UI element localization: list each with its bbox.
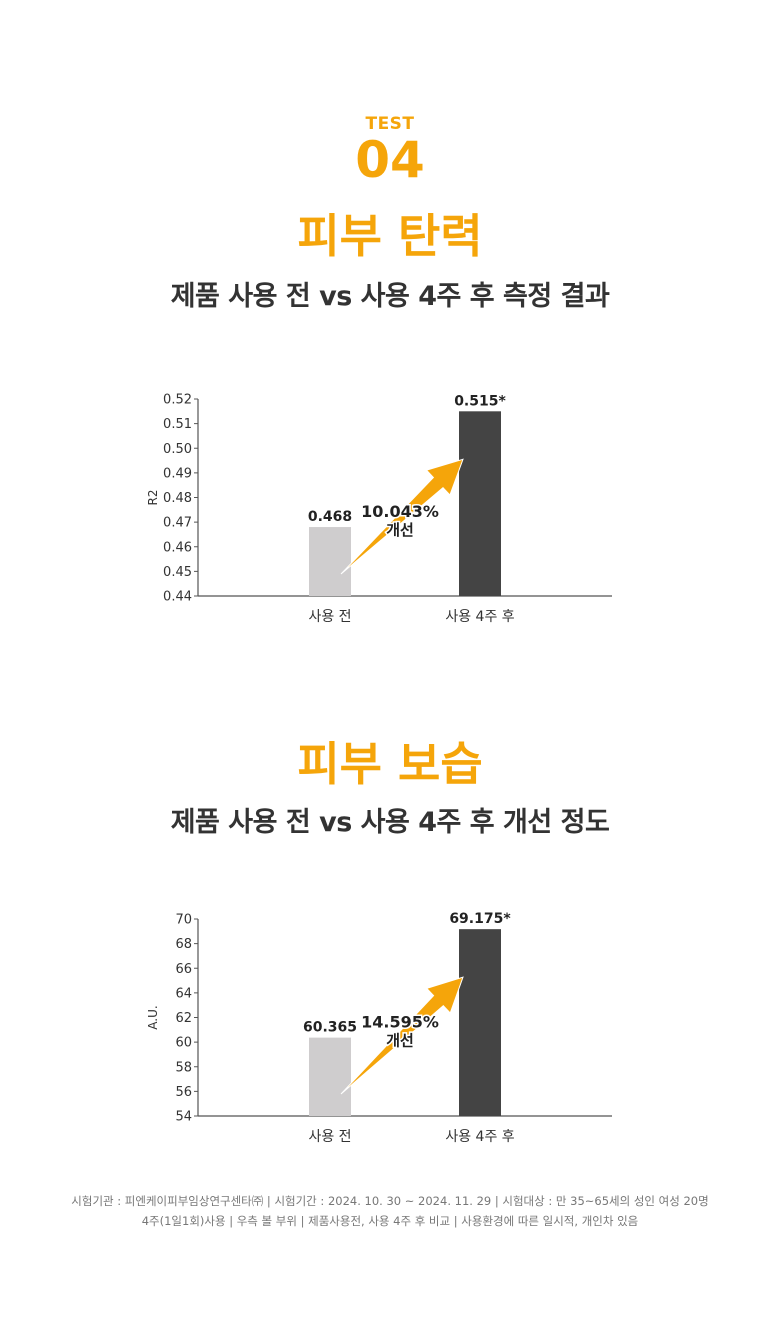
elasticity-subtitle: 제품 사용 전 vs 사용 4주 후 측정 결과 xyxy=(170,281,610,312)
elasticity-bar-after xyxy=(459,411,501,596)
moisture-y-tick-label: 68 xyxy=(175,937,192,952)
elasticity-category-label: 사용 4주 후 xyxy=(445,609,514,625)
moisture-title: 피부 보습 xyxy=(297,737,483,791)
footnote-line-1: 시험기관 : 피엔케이피부임상연구센타㈜ | 시험기간 : 2024. 10. … xyxy=(71,1194,709,1208)
elasticity-y-tick-label: 0.45 xyxy=(163,565,192,580)
moisture-subtitle: 제품 사용 전 vs 사용 4주 후 개선 정도 xyxy=(170,807,610,838)
moisture-y-tick-label: 62 xyxy=(175,1011,192,1026)
elasticity-improvement-percent: 10.043% xyxy=(361,502,439,521)
elasticity-improvement-arrow-icon xyxy=(340,458,464,575)
elasticity-y-tick-label: 0.44 xyxy=(163,590,192,605)
elasticity-y-tick-label: 0.47 xyxy=(163,516,192,531)
elasticity-improvement-arrow-shape xyxy=(340,458,464,575)
moisture-improvement-arrow-icon xyxy=(340,976,464,1095)
moisture-value-label: 69.175* xyxy=(449,911,511,927)
moisture-category-label: 사용 4주 후 xyxy=(445,1129,514,1145)
moisture-y-tick-label: 56 xyxy=(175,1085,192,1100)
moisture-value-label: 60.365 xyxy=(303,1020,357,1036)
elasticity-bar-before xyxy=(309,527,351,596)
moisture-improvement-percent: 14.595% xyxy=(361,1013,439,1032)
moisture-bar-after xyxy=(459,929,501,1116)
moisture-chart: 54 56 58 60 62 64 66 68 70 A.U. 60.365 사용 전 69.175* 사… xyxy=(146,911,612,1145)
elasticity-title: 피부 탄력 xyxy=(297,209,483,263)
moisture-y-tick-label: 66 xyxy=(175,962,192,977)
moisture-bar-before xyxy=(309,1037,351,1116)
elasticity-chart: 0.44 0.45 0.46 0.47 0.48 0.49 0.50 0.51 0.52 R2 0.… xyxy=(146,393,612,625)
elasticity-category-label: 사용 전 xyxy=(308,609,351,625)
moisture-category-label: 사용 전 xyxy=(308,1129,351,1145)
elasticity-improvement-text: 개선 xyxy=(386,521,414,539)
elasticity-y-tick-label: 0.48 xyxy=(163,491,192,506)
moisture-y-tick-label: 54 xyxy=(175,1110,192,1125)
moisture-improvement-arrow-shape xyxy=(340,976,464,1095)
moisture-y-axis-label: A.U. xyxy=(146,1005,160,1029)
test-label: TEST xyxy=(365,114,415,134)
elasticity-y-axis-label: R2 xyxy=(146,490,160,506)
test-number: 04 xyxy=(355,131,425,189)
elasticity-value-label: 0.468 xyxy=(308,509,352,525)
moisture-y-tick-label: 70 xyxy=(175,913,192,928)
footnote-line-2: 4주(1일1회)사용 | 우측 볼 부위 | 제품사용전, 사용 4주 후 비교… xyxy=(141,1214,639,1228)
moisture-improvement-text: 개선 xyxy=(386,1032,414,1050)
elasticity-y-tick-label: 0.52 xyxy=(163,393,192,408)
moisture-y-tick-label: 64 xyxy=(175,986,192,1001)
moisture-y-tick-label: 58 xyxy=(175,1060,192,1075)
elasticity-value-label: 0.515* xyxy=(454,393,506,409)
elasticity-y-tick-label: 0.49 xyxy=(163,466,192,481)
moisture-y-tick-label: 60 xyxy=(175,1036,192,1051)
elasticity-y-tick-label: 0.46 xyxy=(163,540,192,555)
elasticity-y-tick-label: 0.51 xyxy=(163,417,192,432)
elasticity-y-tick-label: 0.50 xyxy=(163,442,192,457)
